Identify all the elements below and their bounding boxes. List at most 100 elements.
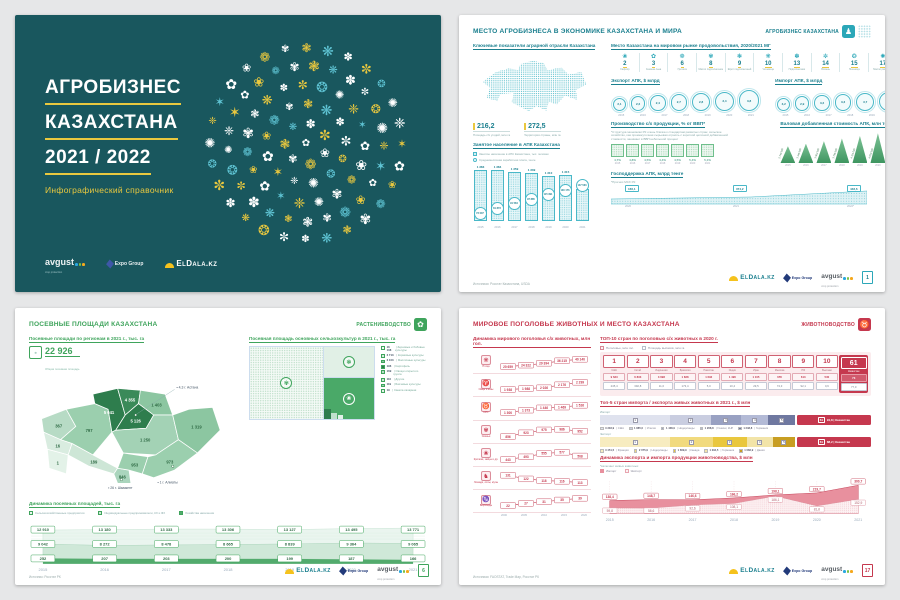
- crops-footer: ElDala.kz Expo Group avgust crop protecti…: [285, 560, 429, 581]
- gva-item: 3 795 000 2018: [833, 138, 850, 167]
- country-rank: 6: [721, 355, 744, 368]
- rank-value: 2: [623, 60, 627, 68]
- agri-icon: ❈: [290, 176, 299, 188]
- country-pasture: 77,0: [840, 383, 867, 392]
- animal-icon-block: ♑ Верблюды: [473, 494, 499, 508]
- svg-text:2016: 2016: [100, 567, 110, 572]
- production-item: 4,7% 2015: [611, 143, 624, 165]
- agri-icon: ❈: [224, 124, 235, 139]
- production-square: [611, 143, 624, 157]
- year-label: 2018: [683, 113, 690, 117]
- svg-text:443: 443: [505, 458, 511, 462]
- year-label: 2021: [579, 224, 586, 229]
- export-legend: 3 451,5 | Франция 2 075,9 | Нидерланды 1 6…: [600, 448, 871, 453]
- cover-title-line-1: АГРОБИЗНЕС: [45, 77, 182, 105]
- agri-icon: ❀: [249, 164, 258, 176]
- agri-icon: ❋: [261, 92, 273, 108]
- agri-icon: ✺: [224, 144, 233, 156]
- crop-value: 196: [386, 363, 392, 368]
- svg-text:203: 203: [163, 556, 170, 561]
- agri-icon: ✾: [285, 101, 294, 113]
- svg-text:▪ 1 г. Алматы: ▪ 1 г. Алматы: [158, 480, 179, 484]
- svg-text:1 300: 1 300: [504, 411, 512, 415]
- treemap-oilseed-cell: ❀: [323, 378, 374, 419]
- agri-icon: ❁: [339, 203, 351, 220]
- crops-treemap: ✾ ❃ ❀: [249, 346, 375, 420]
- country-column: 1 США 9 633 245,4: [603, 355, 626, 393]
- slide-economy[interactable]: МЕСТО АГРОБИЗНЕСА В ЭКОНОМИКЕ КАЗАХСТАНА…: [459, 15, 885, 292]
- year-label: 2020: [581, 514, 587, 518]
- slide-livestock[interactable]: МИРОВОЕ ПОГОЛОВЬЕ ЖИВОТНЫХ И МЕСТО КАЗАХ…: [459, 308, 885, 585]
- svg-text:35: 35: [560, 498, 564, 502]
- country-pasture: 10,4: [721, 382, 744, 391]
- market-rank-item: ❁ 6 Гречиха: [667, 53, 696, 73]
- legend-value: 1 885,0: [634, 427, 644, 431]
- agri-icon: ✿: [225, 75, 238, 92]
- cover-logos: avgust crop protection Expo Group ElDala…: [45, 253, 217, 274]
- value-circle: 3,3: [832, 92, 854, 113]
- crop-icon: ✿: [650, 54, 657, 60]
- crop-label: | Кормовые культуры: [395, 352, 424, 357]
- segment-rank: 2: [688, 417, 694, 423]
- circle-legend-icon: [473, 157, 477, 162]
- eldala-logo: ElDala.kz: [729, 274, 774, 281]
- expo-group-logo: Expo Group: [338, 565, 368, 576]
- support-title: Господдержка АПК, млрд тенге: [611, 171, 684, 179]
- legend-country: | Канада: [688, 449, 700, 453]
- svg-text:1 938: 1 938: [504, 388, 512, 392]
- svg-text:27: 27: [524, 502, 528, 506]
- employment-value: 1 310: [544, 170, 553, 175]
- rank-value: 10: [764, 60, 772, 68]
- import-title: Импорт АПК, $ млрд: [775, 78, 823, 86]
- dynamics-title: Динамика посевных площадей, тыс. га: [29, 501, 121, 508]
- animal-icon: ♈: [481, 378, 491, 389]
- slide-cover[interactable]: АГРОБИЗНЕС КАЗАХСТАНА 2021 / 2022 Инфогр…: [15, 15, 441, 292]
- crop-value: 110: [386, 376, 392, 381]
- year-label: 2020: [625, 205, 631, 208]
- year-label: 2015: [782, 113, 789, 117]
- year-label: 2020: [883, 114, 885, 117]
- legend-country: | Гонконг, КНР: [715, 427, 734, 431]
- crop-legend-item: 196 | Картофель: [381, 363, 427, 369]
- eldala-logo: ElDala.kz: [165, 259, 217, 268]
- animal-icon-block: ❀ Кролики, зайцы и др.: [473, 448, 499, 461]
- agri-icon: ✾: [322, 212, 332, 225]
- animal-icon: ❋: [481, 355, 491, 366]
- svg-text:973: 973: [166, 459, 174, 464]
- slide-crops[interactable]: ПОСЕВНЫЕ ПЛОЩАДИ КАЗАХСТАНА РАСТЕНИЕВОДС…: [15, 308, 441, 585]
- gva-item: 2 749 000 2015: [779, 146, 796, 167]
- bar-segment: 5: [772, 437, 795, 448]
- legend-value: 1 248,8: [743, 427, 753, 431]
- agri-icon: ❂: [226, 162, 238, 178]
- legend-country: | Италия: [644, 427, 656, 431]
- export-title: Экспорт АПК, $ млрд: [611, 78, 660, 86]
- svg-text:846: 846: [119, 475, 127, 480]
- agri-icon: ❋: [288, 121, 298, 133]
- bar-segment: 3: [712, 437, 747, 448]
- agri-icon: ✽: [343, 51, 353, 64]
- year-label: 2017: [511, 224, 518, 229]
- svg-text:5 126: 5 126: [130, 419, 141, 424]
- country-name: Китай: [634, 369, 641, 372]
- rank-label: Подсол­нечник: [788, 67, 806, 71]
- svg-text:13 306: 13 306: [222, 527, 235, 532]
- agri-icon: ❂: [257, 222, 270, 239]
- agri-icon: ❁: [271, 66, 280, 78]
- livestock-footer: ElDala.kz Expo Group avgust crop protecti…: [729, 560, 873, 581]
- country-column: 6 Индия 1 496 10,4: [721, 355, 744, 393]
- kazakhstan-column: 61 Казахстан 73 77,0: [839, 355, 868, 394]
- crop-icon: ❋: [765, 54, 771, 60]
- production-square: [686, 143, 699, 157]
- svg-text:2021: 2021: [409, 567, 419, 572]
- rank-value: 15: [850, 60, 858, 68]
- svg-text:856: 856: [505, 434, 511, 438]
- svg-text:▪ 26 г. Шымкент: ▪ 26 г. Шымкент: [108, 486, 133, 490]
- svg-text:189: 189: [90, 459, 98, 464]
- agri-icon: ✿: [259, 178, 271, 194]
- legend-swatch: [699, 426, 704, 431]
- import-bar: 1 2 3 4 5 61 91,8 | Казахстан: [600, 415, 871, 426]
- bar-segment: 3: [710, 415, 742, 426]
- stat-territory: 272,5 Территория страны, млн га: [524, 123, 561, 137]
- trade-title: Динамика экспорта и импорта продукции жи…: [600, 454, 753, 462]
- employment-bar: [508, 171, 521, 221]
